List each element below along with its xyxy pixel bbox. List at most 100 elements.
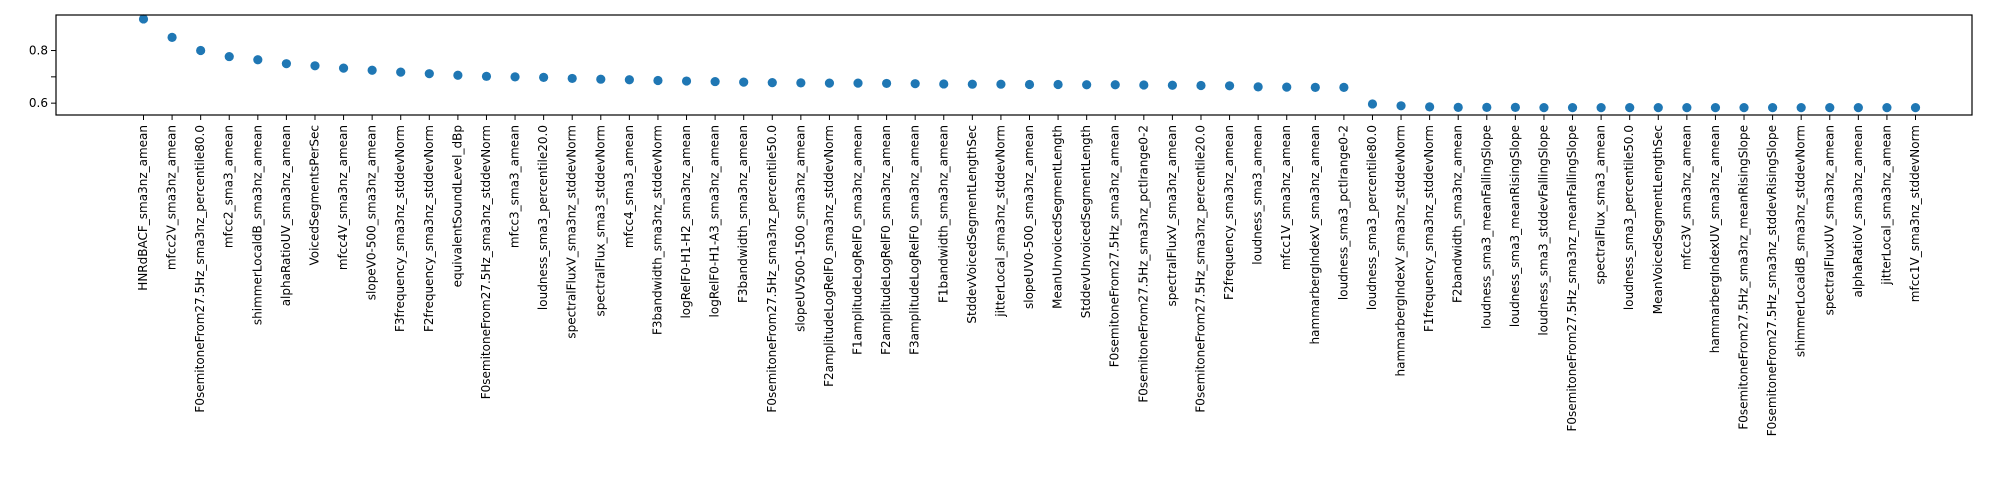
- scatter-point: [1024, 79, 1035, 90]
- scatter-point: [453, 70, 463, 80]
- x-tick-label: loudness_sma3_meanRisingSlope: [1508, 125, 1522, 327]
- x-tick-label: spectralFluxUV_sma3nz_amean: [1822, 125, 1836, 315]
- scatter-point: [1510, 102, 1520, 112]
- x-tick-label: F1frequency_sma3nz_stddevNorm: [1422, 125, 1436, 332]
- scatter-point: [1653, 103, 1663, 113]
- scatter-point: [1167, 80, 1178, 90]
- scatter-point: [1739, 103, 1749, 113]
- x-tick-label: loudness_sma3_percentile50.0: [1622, 125, 1636, 310]
- x-tick-label: loudness_sma3_pctlrange0-2: [1336, 125, 1350, 300]
- x-tick-label: F2amplitudeLogRelF0_sma3nz_amean: [879, 125, 893, 355]
- scatter-point: [1596, 103, 1606, 113]
- x-tick-label: F0semitoneFrom27.5Hz_sma3nz_pctlrange0-2: [1136, 125, 1150, 403]
- scatter-point: [881, 78, 892, 89]
- scatter-point: [1053, 79, 1063, 90]
- x-tick-label: slopeUV500-1500_sma3nz_amean: [793, 125, 807, 332]
- plot-area-frame: [55, 14, 1973, 116]
- scatter-point: [1367, 99, 1378, 109]
- x-tick-label: loudness_sma3_amean: [1251, 125, 1265, 265]
- scatter-point: [1139, 80, 1149, 90]
- x-tick-label: F0semitoneFrom27.5Hz_sma3nz_meanRisingSl…: [1737, 125, 1751, 430]
- scatter-point: [481, 71, 492, 81]
- x-tick-label: mfcc4_sma3_amean: [622, 125, 636, 248]
- x-tick-label: F2amplitudeLogRelF0_sma3nz_stddevNorm: [822, 125, 836, 387]
- x-tick-label: F0semitoneFrom27.5Hz_sma3nz_percentile50…: [765, 125, 779, 413]
- x-tick-label: logRelF0-H1-A3_sma3nz_amean: [708, 125, 722, 317]
- scatter-point: [910, 79, 920, 89]
- scatter-point: [1682, 103, 1692, 113]
- x-tick-label: F3amplitudeLogRelF0_sma3nz_amean: [908, 125, 922, 355]
- tick-layer: [51, 50, 1916, 120]
- x-tick-label: F2frequency_sma3nz_amean: [1222, 125, 1236, 300]
- x-tick-label: loudness_sma3_percentile20.0: [536, 125, 550, 310]
- x-tick-label: loudness_sma3_stddevFallingSlope: [1536, 125, 1550, 336]
- x-tick-label: logRelF0-H1-H2_sma3nz_amean: [679, 125, 693, 319]
- x-tick-label: F2frequency_sma3nz_stddevNorm: [422, 125, 436, 332]
- x-tick-label: slopeV0-500_sma3nz_amean: [365, 125, 379, 300]
- y-tick-label: 0.8: [29, 44, 48, 58]
- x-tick-label: shimmerLocaldB_sma3nz_stddevNorm: [1794, 125, 1808, 357]
- scatter-point: [510, 72, 520, 82]
- x-tick-label: StddevVoicedSegmentLengthSec: [965, 125, 979, 324]
- scatter-point: [1082, 80, 1092, 90]
- scatter-point: [1453, 102, 1463, 112]
- scatter-point: [1196, 80, 1206, 91]
- x-tick-label: HNRdBACF_sma3nz_amean: [136, 125, 150, 291]
- y-tick-label: 0.6: [29, 96, 48, 110]
- x-tick-label: F2bandwidth_sma3nz_amean: [1451, 125, 1465, 303]
- x-tick-label: F3frequency_sma3nz_stddevNorm: [393, 125, 407, 332]
- scatter-point: [1310, 82, 1320, 92]
- scatter-point: [967, 79, 977, 89]
- scatter-point: [767, 78, 777, 88]
- scatter-point: [138, 14, 149, 24]
- x-tick-label: spectralFluxV_sma3nz_amean: [1165, 125, 1179, 307]
- scatter-point: [739, 77, 749, 87]
- scatter-point: [1710, 103, 1721, 113]
- x-tick-label: MeanVoicedSegmentLengthSec: [1651, 125, 1665, 314]
- scatter-point: [1767, 103, 1778, 113]
- x-tick-label: mfcc2V_sma3nz_amean: [165, 125, 179, 270]
- scatter-point: [1253, 82, 1263, 92]
- x-tick-label: VoicedSegmentsPerSec: [307, 125, 321, 266]
- scatter-point: [1882, 103, 1892, 113]
- x-tick-label: F0semitoneFrom27.5Hz_sma3nz_stddevNorm: [479, 125, 493, 399]
- point-layer: [138, 14, 1921, 113]
- scatter-point: [1482, 102, 1492, 112]
- x-tick-label: spectralFlux_sma3_stddevNorm: [593, 125, 607, 316]
- scatter-point: [681, 76, 692, 86]
- x-tick-label: mfcc4V_sma3nz_amean: [336, 125, 350, 270]
- scatter-point: [396, 67, 406, 77]
- scatter-point: [939, 79, 949, 89]
- scatter-point: [1396, 101, 1406, 111]
- scatter-point: [1339, 82, 1349, 92]
- scatter-point: [167, 32, 177, 42]
- x-tick-label: jitterLocal_sma3nz_amean: [1879, 125, 1893, 286]
- scatter-point: [1539, 103, 1549, 113]
- x-tick-label: F3bandwidth_sma3nz_stddevNorm: [650, 125, 664, 335]
- scatter-point: [624, 75, 634, 85]
- scatter-point: [596, 74, 606, 84]
- x-tick-label: alphaRatioUV_sma3nz_amean: [279, 125, 293, 306]
- x-tick-label: loudness_sma3_percentile80.0: [1365, 125, 1379, 310]
- x-tick-label: MeanUnvoicedSegmentLength: [1051, 125, 1065, 309]
- x-tick-label: F1bandwidth_sma3nz_amean: [936, 125, 950, 303]
- x-tick-label: hammarbergIndexUV_sma3nz_amean: [1708, 125, 1722, 353]
- x-tick-label: F0semitoneFrom27.5Hz_sma3nz_stddevRising…: [1765, 125, 1779, 436]
- x-tick-label: F0semitoneFrom27.5Hz_sma3nz_percentile20…: [1193, 125, 1207, 413]
- x-tick-label: F3bandwidth_sma3nz_amean: [736, 125, 750, 303]
- scatter-point: [824, 78, 835, 88]
- scatter-point: [996, 79, 1006, 89]
- scatter-point: [196, 45, 206, 56]
- x-tick-label: equivalentSoundLevel_dBp: [450, 125, 464, 287]
- scatter-point: [1282, 82, 1292, 92]
- x-tick-label: mfcc3_sma3_amean: [508, 125, 522, 248]
- scatter-point: [539, 72, 549, 82]
- x-tick-label: mfcc1V_sma3nz_stddevNorm: [1908, 125, 1922, 302]
- scatter-point: [653, 75, 663, 86]
- label-layer: 0.6 0.8 HNRdBACF_sma3nz_amean mfcc2V_sma3nz…: [29, 44, 1922, 437]
- x-tick-label: shimmerLocaldB_sma3nz_amean: [250, 125, 264, 325]
- x-tick-label: hammarbergIndexV_sma3nz_amean: [1308, 125, 1322, 344]
- x-tick-label: spectralFlux_sma3_amean: [1594, 125, 1608, 284]
